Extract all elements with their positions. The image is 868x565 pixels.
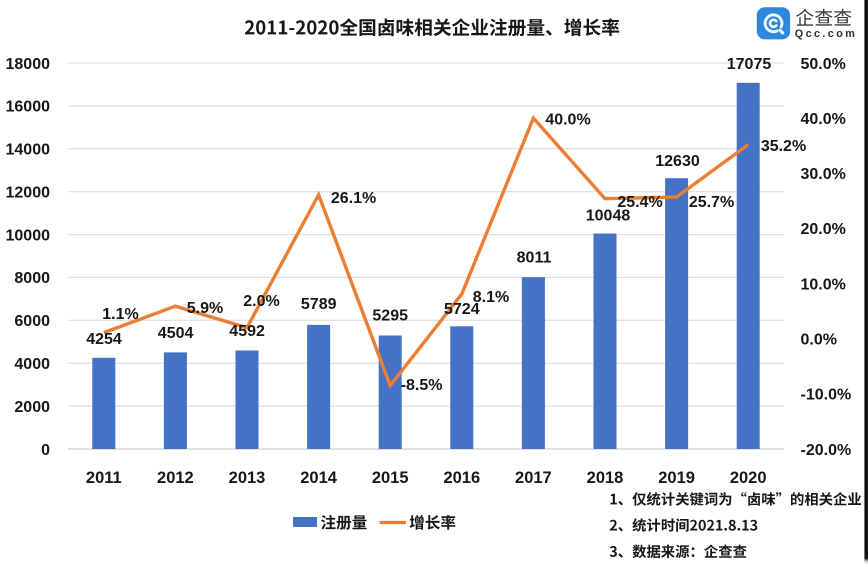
svg-text:4254: 4254 bbox=[86, 331, 122, 348]
svg-text:40.0%: 40.0% bbox=[801, 111, 846, 128]
svg-text:40.0%: 40.0% bbox=[545, 112, 590, 129]
svg-text:5295: 5295 bbox=[372, 308, 408, 325]
svg-text:2020: 2020 bbox=[730, 469, 767, 487]
svg-text:17075: 17075 bbox=[727, 56, 772, 73]
svg-text:16000: 16000 bbox=[6, 99, 51, 116]
svg-text:8000: 8000 bbox=[14, 270, 50, 287]
svg-text:2012: 2012 bbox=[157, 469, 194, 487]
svg-text:2011: 2011 bbox=[86, 469, 122, 487]
svg-text:2000: 2000 bbox=[14, 399, 50, 416]
svg-text:4504: 4504 bbox=[158, 325, 194, 342]
svg-text:2013: 2013 bbox=[229, 469, 266, 487]
svg-text:0.0%: 0.0% bbox=[801, 332, 837, 349]
svg-text:14000: 14000 bbox=[6, 142, 51, 159]
svg-text:5724: 5724 bbox=[444, 301, 480, 318]
svg-text:Qcc.com: Qcc.com bbox=[795, 28, 857, 40]
svg-text:18000: 18000 bbox=[6, 56, 51, 73]
svg-text:5.9%: 5.9% bbox=[187, 300, 223, 317]
svg-text:4592: 4592 bbox=[229, 323, 265, 340]
svg-text:30.0%: 30.0% bbox=[801, 166, 846, 183]
svg-text:25.7%: 25.7% bbox=[689, 194, 734, 211]
svg-text:2017: 2017 bbox=[515, 469, 552, 487]
svg-text:2019: 2019 bbox=[658, 469, 695, 487]
svg-text:10048: 10048 bbox=[586, 207, 631, 224]
svg-text:12000: 12000 bbox=[6, 185, 51, 202]
svg-text:2014: 2014 bbox=[300, 469, 338, 487]
svg-text:8011: 8011 bbox=[517, 249, 552, 266]
svg-text:-20.0%: -20.0% bbox=[801, 442, 852, 459]
svg-text:2016: 2016 bbox=[443, 469, 480, 487]
svg-text:-10.0%: -10.0% bbox=[801, 387, 852, 404]
svg-text:12630: 12630 bbox=[655, 153, 700, 170]
svg-text:2.0%: 2.0% bbox=[243, 293, 279, 310]
svg-text:0: 0 bbox=[41, 442, 50, 459]
svg-text:2018: 2018 bbox=[587, 469, 624, 487]
svg-text:1.1%: 1.1% bbox=[102, 306, 138, 323]
svg-text:10000: 10000 bbox=[6, 227, 51, 244]
svg-text:-8.5%: -8.5% bbox=[401, 377, 443, 394]
svg-text:20.0%: 20.0% bbox=[801, 221, 846, 238]
svg-text:26.1%: 26.1% bbox=[331, 190, 376, 207]
svg-text:35.2%: 35.2% bbox=[761, 138, 806, 155]
svg-text:5789: 5789 bbox=[301, 296, 337, 313]
svg-text:50.0%: 50.0% bbox=[801, 56, 846, 73]
svg-text:2015: 2015 bbox=[372, 469, 409, 487]
svg-text:4000: 4000 bbox=[14, 356, 50, 373]
svg-text:6000: 6000 bbox=[14, 313, 50, 330]
svg-text:25.4%: 25.4% bbox=[617, 194, 662, 211]
svg-text:10.0%: 10.0% bbox=[801, 276, 846, 293]
svg-text:8.1%: 8.1% bbox=[473, 289, 509, 306]
